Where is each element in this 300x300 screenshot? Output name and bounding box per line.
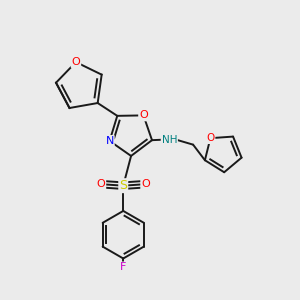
Text: O: O: [206, 133, 214, 143]
Text: O: O: [71, 57, 80, 67]
Text: S: S: [119, 179, 127, 192]
Text: O: O: [97, 179, 105, 189]
Text: N: N: [105, 136, 114, 146]
Text: O: O: [139, 110, 148, 120]
Text: O: O: [141, 179, 150, 189]
Text: NH: NH: [162, 135, 177, 145]
Text: F: F: [120, 262, 126, 272]
